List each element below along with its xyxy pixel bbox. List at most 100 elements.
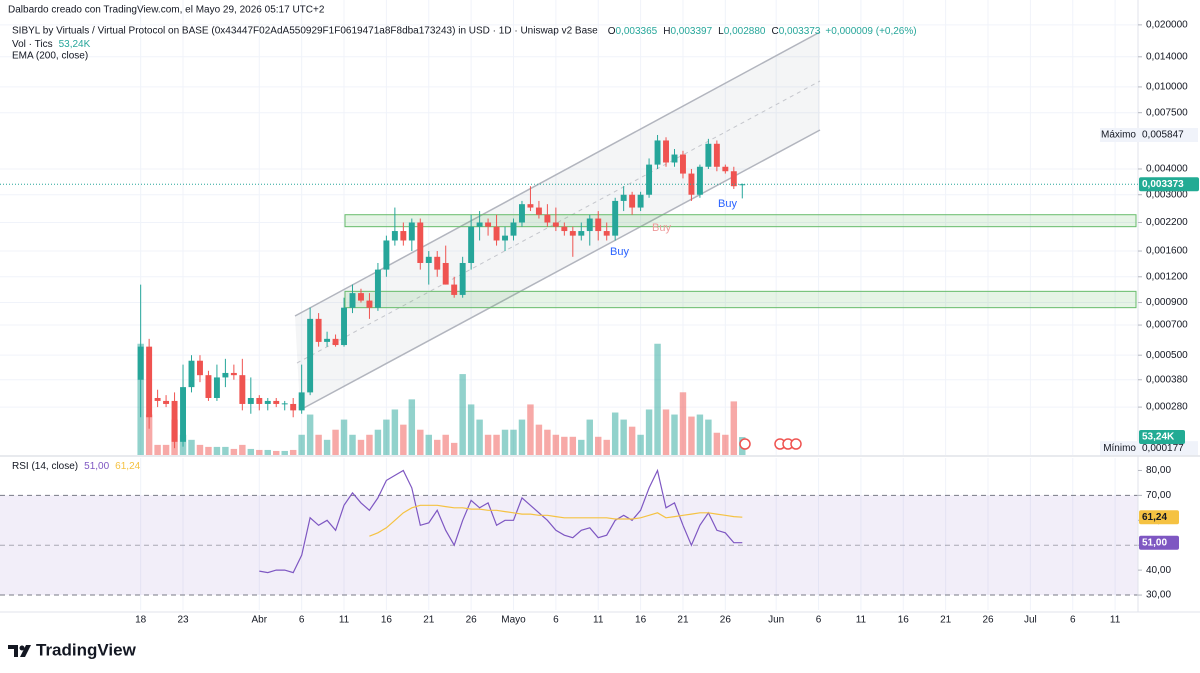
volume-bar — [595, 436, 602, 455]
volume-bar — [586, 419, 593, 455]
ohlc-key: H — [663, 26, 670, 37]
candle-body — [391, 231, 398, 241]
candle-body — [197, 360, 203, 376]
credit: Dalbardo creado con TradingView.com, el … — [8, 5, 325, 16]
volume-bar — [544, 429, 551, 455]
candle-body — [154, 397, 161, 401]
y-tick-label: 0,003000 — [1146, 189, 1188, 200]
candle-body — [544, 214, 551, 223]
chart-title: SIBYL by Virtuals / Virtual Protocol on … — [12, 26, 598, 37]
candle-body — [281, 403, 288, 405]
extreme-value: 0,000177 — [1142, 443, 1184, 454]
candle-body — [434, 256, 441, 270]
candle-body — [680, 154, 686, 174]
volume-bar — [391, 409, 399, 455]
volume-bar — [527, 404, 534, 455]
volume-bar — [247, 448, 255, 455]
volume-bar — [315, 434, 322, 455]
candle-body — [163, 400, 170, 404]
volume-bar — [510, 429, 517, 455]
candle-body — [180, 387, 186, 442]
rsi-badge-text: 61,24 — [1142, 512, 1167, 523]
y-tick-label: 0,007500 — [1146, 107, 1188, 118]
rsi-line — [369, 504, 743, 537]
volume-bar — [425, 434, 432, 455]
y-tick-label: 0,014000 — [1146, 51, 1188, 62]
x-tick-label: 23 — [177, 615, 189, 626]
annotation: Buy — [652, 222, 671, 234]
candle-body — [713, 143, 720, 167]
volume-bar — [535, 424, 543, 455]
y-tick-label: 30,00 — [1146, 590, 1171, 601]
x-tick-label: 21 — [940, 615, 952, 626]
volume-bar — [281, 450, 288, 455]
volume-bar — [628, 426, 636, 455]
volume-bar — [196, 444, 204, 455]
candle-body — [519, 204, 525, 223]
annotation: Buy — [718, 198, 737, 210]
channel-mid — [296, 80, 821, 364]
volume-bar — [332, 429, 339, 455]
candle-body — [408, 222, 415, 241]
ohlc-key: C — [771, 26, 778, 37]
candle-body — [383, 240, 390, 270]
volume-bar — [671, 414, 678, 455]
indicator-legend: EMA (200, close) — [12, 51, 88, 62]
volume-bar — [154, 444, 161, 455]
y-tick-label: 80,00 — [1146, 465, 1171, 476]
candle-body — [366, 300, 373, 308]
volume-bar — [611, 412, 619, 455]
candle-body — [239, 375, 246, 404]
volume-bar — [654, 343, 661, 455]
volume-bar — [239, 444, 246, 455]
candle-body — [688, 173, 695, 195]
last-price-badge-text: 0,003373 — [1142, 179, 1184, 190]
candle-body — [485, 222, 492, 227]
candle-body — [247, 397, 254, 404]
candle-body — [493, 226, 500, 241]
ohlc-value: 0,002880 — [724, 26, 766, 37]
volume-badge: 53,24K — [1139, 430, 1185, 445]
rsi-badge: 51,00 — [1139, 535, 1179, 550]
channel-upper — [294, 31, 821, 317]
annotation: Buy — [610, 246, 629, 258]
candle-body — [273, 400, 280, 404]
volume-bar — [434, 439, 441, 455]
grid-layer — [0, 0, 1138, 610]
y-tick-label: 0,000380 — [1146, 374, 1188, 385]
volume-bar — [662, 409, 670, 455]
volume-bar — [289, 449, 297, 455]
volume-bar — [162, 444, 170, 455]
candle-body — [620, 194, 627, 201]
volume-bar — [501, 429, 509, 455]
volume-bar — [637, 434, 644, 455]
candle-body — [722, 166, 729, 172]
x-tick-label: 26 — [982, 615, 994, 626]
volume-bar — [722, 434, 729, 455]
volume-bar — [374, 429, 382, 455]
volume-bar — [459, 374, 466, 455]
y-tick-label: 40,00 — [1146, 565, 1171, 576]
candle-body — [459, 262, 466, 295]
change: +0,000009 (+0,26%) — [825, 26, 916, 37]
candle-body — [612, 200, 619, 236]
x-tick-label: 26 — [466, 615, 478, 626]
volume-bar — [467, 404, 475, 455]
volume-bar — [450, 442, 458, 455]
x-tick-label: 21 — [677, 615, 689, 626]
volume-bar — [569, 436, 577, 455]
rsi-badge-text: 51,00 — [1142, 537, 1167, 548]
candle-body — [324, 338, 331, 342]
rsi-name: RSI (14, close) — [12, 461, 78, 472]
x-tick-label: Abr — [252, 615, 268, 626]
candle-body — [298, 392, 305, 411]
volume-bar — [713, 432, 721, 455]
y-tick-label: 0,001200 — [1146, 271, 1188, 282]
volume-bar — [349, 434, 356, 455]
x-tick-label: 18 — [135, 615, 147, 626]
ohlc-value: 0,003397 — [670, 26, 712, 37]
x-tick-label: Jun — [768, 615, 784, 626]
rsi-legend: RSI (14, close) 51,00 61,24 — [12, 461, 141, 472]
